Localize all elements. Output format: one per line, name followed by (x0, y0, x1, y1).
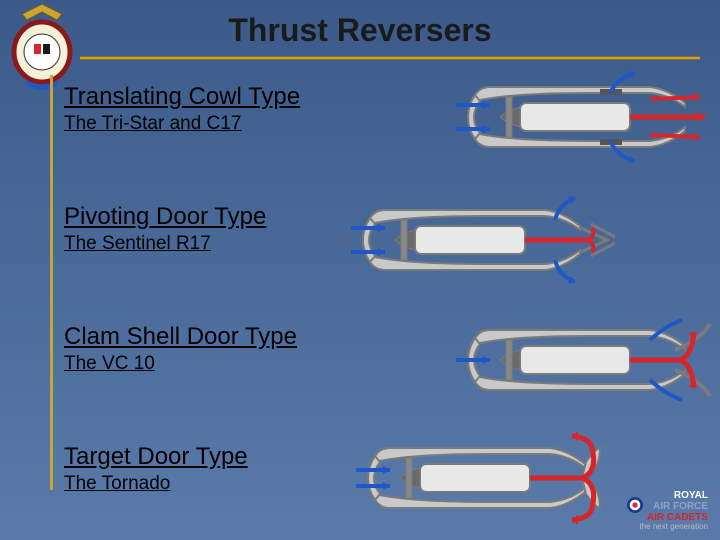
footer-logo: ROYAL AIR FORCE AIR CADETS the next gene… (626, 490, 708, 532)
section-subtitle: The Sentinel R17 (64, 233, 266, 255)
content-area: Translating Cowl Type The Tri-Star and C… (50, 75, 700, 500)
footer-line1: ROYAL (674, 490, 708, 501)
section-target: Target Door Type The Tornado (64, 443, 248, 495)
diagram-clamshell (450, 310, 720, 415)
footer-line2: AIR FORCE (653, 501, 708, 512)
section-pivoting: Pivoting Door Type The Sentinel R17 (64, 203, 266, 255)
page-title: Thrust Reversers (0, 12, 720, 49)
diagram-pivoting (345, 190, 615, 295)
title-rule (80, 56, 700, 60)
diagram-target (350, 428, 620, 533)
footer-tagline: the next generation (626, 523, 708, 532)
section-subtitle: The Tornado (64, 473, 248, 495)
diagram-translating (450, 67, 720, 172)
section-subtitle: The VC 10 (64, 353, 297, 375)
section-heading: Clam Shell Door Type (64, 323, 297, 351)
raf-roundel-icon (626, 496, 644, 517)
section-subtitle: The Tri-Star and C17 (64, 113, 300, 135)
section-clamshell: Clam Shell Door Type The VC 10 (64, 323, 297, 375)
section-heading: Target Door Type (64, 443, 248, 471)
vertical-rule (50, 75, 53, 490)
section-heading: Translating Cowl Type (64, 83, 300, 111)
section-heading: Pivoting Door Type (64, 203, 266, 231)
footer-text: ROYAL AIR FORCE AIR CADETS (647, 490, 708, 523)
section-translating: Translating Cowl Type The Tri-Star and C… (64, 83, 300, 135)
